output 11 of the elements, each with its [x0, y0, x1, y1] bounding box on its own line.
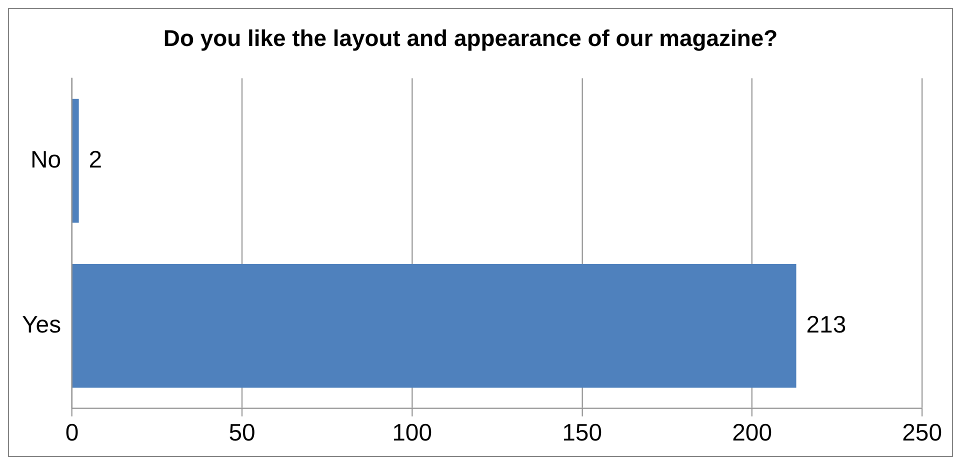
x-tick-label: 0: [65, 419, 79, 446]
x-tick-label: 100: [392, 419, 432, 446]
data-label: 2: [88, 146, 102, 174]
x-tick-label: 50: [228, 419, 256, 446]
chart-title: Do you like the layout and appearance of our magazine?: [163, 25, 778, 51]
y-tick-label: No: [30, 146, 62, 174]
y-tick-label: Yes: [22, 312, 62, 338]
x-tick-label: 250: [902, 419, 942, 446]
x-tick-label: 150: [562, 419, 602, 446]
data-label: 213: [806, 312, 846, 338]
x-tick-label: 200: [732, 419, 772, 446]
